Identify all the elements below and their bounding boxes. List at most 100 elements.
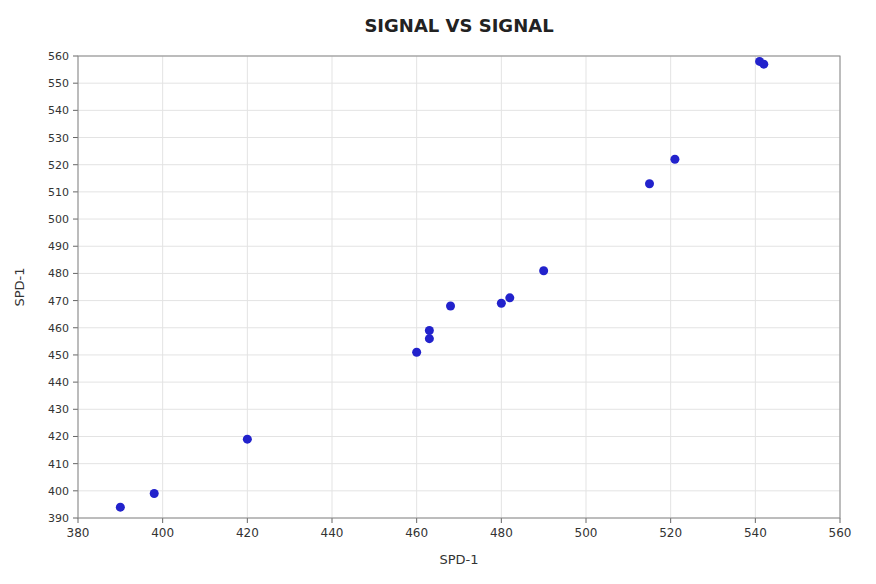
grid-line [586,56,587,518]
tick-label: 520 [48,159,69,172]
grid-line [78,463,840,464]
tick-mark [586,518,587,523]
tick-mark [73,436,78,437]
tick-label: 560 [48,50,69,63]
point [150,489,159,498]
grid-line [78,137,840,138]
tick-label: 530 [48,132,69,145]
tick-label: 440 [321,526,344,540]
tick-mark [73,327,78,328]
tick-label: 480 [490,526,513,540]
tick-label: 560 [829,526,852,540]
tick-mark [73,219,78,220]
x-axis-label: SPD-1 [439,552,478,567]
tick-mark [501,518,502,523]
grid-line [78,164,840,165]
y-axis-label: SPD-1 [12,267,27,306]
tick-mark [73,354,78,355]
point [425,334,434,343]
tick-label: 400 [151,526,174,540]
grid-line [501,56,502,518]
tick-label: 520 [659,526,682,540]
grid-line [78,409,840,410]
point [505,293,514,302]
point [446,302,455,311]
tick-mark [73,382,78,383]
tick-label: 480 [48,267,69,280]
grid-line [78,273,840,274]
tick-label: 500 [575,526,598,540]
tick-mark [162,518,163,523]
grid-line [78,219,840,220]
plot-area [78,56,840,518]
tick-mark [416,518,417,523]
grid-line [78,436,840,437]
grid-line [78,83,840,84]
tick-label: 390 [48,512,69,525]
grid-line [755,56,756,518]
point [412,348,421,357]
grid-line [78,110,840,111]
tick-label: 490 [48,240,69,253]
grid-line [416,56,417,518]
tick-mark [73,463,78,464]
tick-mark [73,246,78,247]
tick-mark [73,56,78,57]
grid-line [78,191,840,192]
tick-label: 510 [48,186,69,199]
grid-line [162,56,163,518]
point [539,266,548,275]
tick-label: 470 [48,295,69,308]
tick-label: 460 [405,526,428,540]
grid-line [78,300,840,301]
tick-mark [670,518,671,523]
tick-label: 460 [48,322,69,335]
tick-mark [332,518,333,523]
grid-line [670,56,671,518]
grid-line [78,246,840,247]
tick-mark [78,518,79,523]
tick-label: 380 [67,526,90,540]
tick-label: 450 [48,349,69,362]
title: SIGNAL VS SIGNAL [364,15,553,36]
tick-label: 400 [48,485,69,498]
grid-line [247,56,248,518]
tick-mark [73,490,78,491]
grid [78,56,840,518]
tick-mark [73,518,78,519]
point [497,299,506,308]
tick-label: 540 [744,526,767,540]
tick-label: 430 [48,403,69,416]
point [759,60,768,69]
tick-label: 440 [48,376,69,389]
tick-mark [73,110,78,111]
tick-mark [73,83,78,84]
chart: 380 400 420 440 460 480 500 520 540 560 390 400 410 4… [0,0,876,584]
tick-mark [247,518,248,523]
points [116,57,768,512]
tick-mark [840,518,841,523]
tick-mark [73,164,78,165]
tick-mark [73,137,78,138]
point [645,179,654,188]
tick-mark [755,518,756,523]
axes: 380 400 420 440 460 480 500 520 540 560 390 400 410 4… [48,50,851,540]
point [243,435,252,444]
tick-label: 420 [236,526,259,540]
plot-frame [78,56,840,518]
point [116,503,125,512]
tick-label: 500 [48,213,69,226]
tick-label: 540 [48,104,69,117]
grid-line [78,354,840,355]
tick-mark [73,191,78,192]
point [670,155,679,164]
grid-line [78,490,840,491]
tick-mark [73,300,78,301]
tick-mark [73,273,78,274]
tick-label: 420 [48,430,69,443]
grid-line [78,327,840,328]
tick-mark [73,409,78,410]
grid-line [332,56,333,518]
tick-label: 410 [48,458,69,471]
tick-label: 550 [48,77,69,90]
